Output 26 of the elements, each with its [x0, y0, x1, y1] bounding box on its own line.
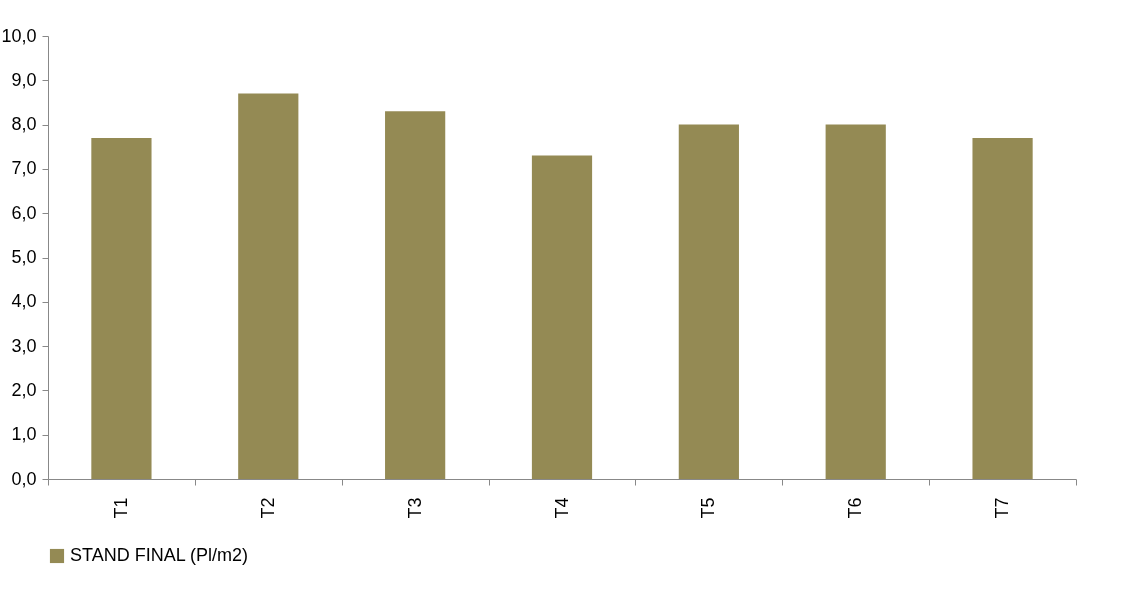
- x-tick-label: T3: [404, 497, 425, 519]
- x-tick-label: T7: [992, 497, 1013, 519]
- y-tick-label: 1,0: [11, 424, 37, 445]
- y-tick-label: 10,0: [1, 25, 37, 46]
- y-tick-label: 7,0: [11, 158, 37, 179]
- bar: [825, 124, 886, 479]
- y-tick-label: 4,0: [11, 291, 37, 312]
- y-tick-label: 9,0: [11, 69, 37, 90]
- y-tick-label: 6,0: [11, 202, 37, 223]
- bar: [972, 137, 1033, 479]
- bar: [238, 93, 299, 479]
- y-tick-label: 5,0: [11, 247, 37, 267]
- x-tick-label: T1: [110, 497, 131, 519]
- x-tick-label: T4: [551, 497, 572, 519]
- x-tick-label: T6: [845, 497, 866, 519]
- x-tick-label: T2: [257, 497, 278, 519]
- bar: [91, 137, 152, 479]
- bar: [678, 124, 739, 479]
- bar: [531, 155, 593, 479]
- y-tick-label: 0,0: [11, 468, 37, 489]
- y-tick-label: 3,0: [11, 335, 37, 356]
- y-tick-label: 2,0: [11, 379, 37, 400]
- y-tick-label: 8,0: [11, 114, 37, 135]
- x-tick-label: T5: [698, 497, 719, 519]
- bar: [385, 111, 446, 479]
- legend-label: STAND FINAL (Pl/m2): [70, 545, 249, 565]
